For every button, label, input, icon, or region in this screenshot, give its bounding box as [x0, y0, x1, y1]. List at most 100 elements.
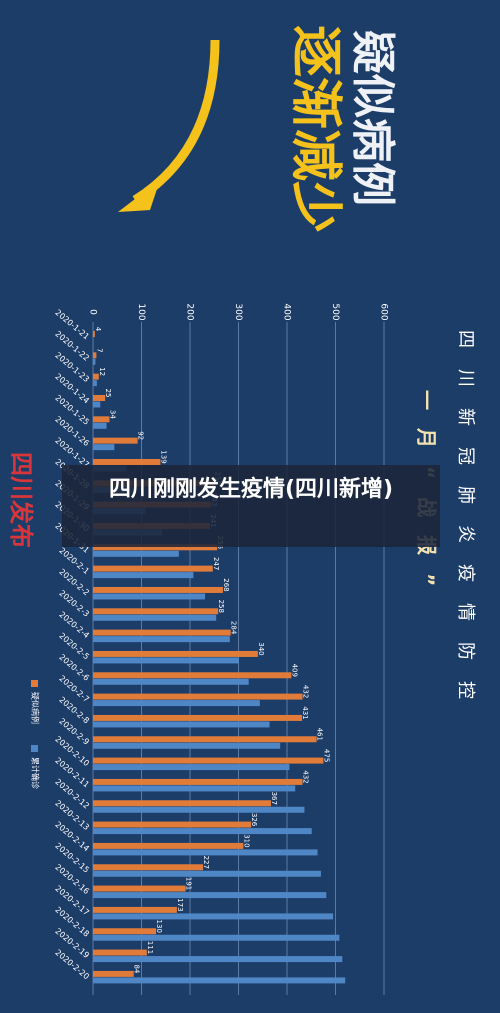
value-label: 310	[242, 834, 250, 847]
bar	[93, 608, 219, 615]
bar	[93, 842, 244, 849]
value-label: 173	[176, 898, 184, 911]
value-label: 84	[133, 964, 141, 973]
value-label: 4	[94, 327, 102, 332]
value-label: 130	[155, 920, 163, 933]
bar	[93, 906, 177, 913]
bar	[93, 934, 340, 941]
value-label: 326	[250, 813, 258, 827]
value-label: 461	[316, 728, 324, 741]
bar	[93, 422, 107, 429]
value-label: 139	[159, 450, 167, 463]
bar	[93, 714, 303, 721]
subtitle: 四川新冠肺炎疫情防控	[455, 330, 476, 720]
bar	[93, 892, 327, 899]
bar	[93, 657, 239, 664]
bar	[93, 870, 321, 877]
bar	[93, 885, 186, 892]
y-tick-label: 200	[185, 303, 195, 320]
bar	[93, 736, 317, 743]
bar	[93, 458, 161, 465]
value-label: 258	[217, 600, 225, 613]
y-tick-label: 100	[136, 303, 146, 320]
y-tick-label: 400	[282, 303, 292, 320]
legend-label: 疑似病例	[31, 692, 41, 724]
bar	[93, 764, 290, 771]
legend-swatch	[31, 745, 38, 752]
bar	[93, 678, 249, 685]
bar	[93, 550, 179, 557]
headline: 疑似病例	[347, 30, 398, 206]
value-label: 431	[301, 706, 309, 719]
bar	[93, 864, 204, 871]
value-label: 191	[185, 877, 193, 890]
bar	[93, 437, 138, 444]
bar	[93, 956, 343, 963]
arrow	[132, 39, 220, 204]
bar	[93, 358, 96, 365]
value-label: 432	[302, 770, 310, 783]
value-label: 247	[212, 557, 220, 570]
bar	[93, 544, 218, 551]
source: 四川发布	[7, 452, 35, 548]
bar	[93, 970, 134, 977]
bar	[93, 373, 99, 380]
bar	[93, 416, 110, 423]
y-tick-label: 0	[88, 309, 98, 315]
bar	[93, 572, 194, 579]
bar	[93, 757, 324, 764]
bar	[93, 565, 213, 572]
y-tick-label: 300	[233, 303, 243, 320]
value-label: 227	[202, 856, 210, 869]
legend-label: 累计确诊	[31, 757, 41, 789]
bar	[93, 672, 292, 679]
value-label: 340	[257, 642, 265, 655]
legend-swatch	[31, 680, 38, 687]
value-label: 409	[290, 664, 298, 677]
bar	[93, 614, 217, 621]
value-label: 92	[137, 431, 145, 440]
value-label: 7	[95, 348, 103, 352]
headline: 逐渐减少	[285, 25, 345, 233]
bar	[93, 394, 106, 401]
bar	[93, 593, 206, 600]
bar	[93, 800, 271, 807]
bar	[93, 352, 97, 359]
arrow-head	[118, 180, 160, 212]
bar	[93, 629, 231, 636]
bar	[93, 913, 334, 920]
value-label: 367	[270, 792, 278, 805]
y-tick-label: 500	[330, 303, 340, 320]
value-label: 475	[322, 749, 330, 762]
value-label: 268	[222, 578, 230, 591]
bar	[93, 778, 303, 785]
value-label: 12	[98, 367, 106, 376]
bar	[93, 693, 303, 700]
bar	[93, 928, 157, 935]
bar	[93, 331, 95, 337]
bar	[93, 586, 223, 593]
bar	[93, 742, 281, 749]
bar	[93, 949, 147, 956]
bar	[93, 401, 101, 408]
bar	[93, 828, 312, 835]
bar	[93, 785, 296, 792]
bar	[93, 636, 230, 643]
value-label: 34	[108, 410, 116, 419]
bar	[93, 821, 252, 828]
bar	[93, 977, 346, 984]
value-label: 111	[146, 941, 154, 954]
value-label: 432	[302, 685, 310, 698]
bar	[93, 721, 270, 728]
bar	[93, 849, 318, 856]
value-label: 25	[104, 389, 112, 398]
y-tick-label: 600	[379, 303, 389, 320]
bar	[93, 380, 97, 387]
bar	[93, 444, 115, 451]
bar	[93, 700, 260, 707]
bar	[93, 650, 258, 657]
caption: 四川刚刚发生疫情(四川新增)	[62, 465, 440, 547]
bar	[93, 806, 305, 813]
value-label: 284	[230, 621, 238, 635]
